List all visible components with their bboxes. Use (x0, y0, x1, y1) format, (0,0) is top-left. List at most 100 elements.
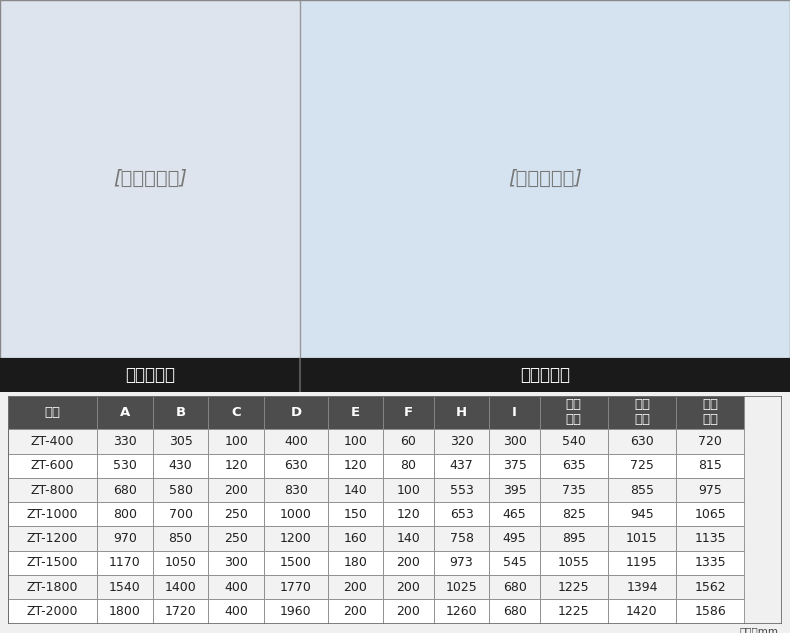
Text: 120: 120 (344, 460, 367, 472)
Text: 330: 330 (113, 435, 137, 448)
Bar (540, 527, 608, 551)
Bar (490, 502, 540, 527)
Bar (209, 454, 264, 478)
Text: 200: 200 (397, 605, 420, 618)
Text: 1500: 1500 (280, 556, 312, 569)
Bar (209, 396, 264, 429)
Bar (8, 478, 97, 502)
Text: 200: 200 (224, 484, 248, 496)
Bar (490, 599, 540, 624)
Text: F: F (404, 406, 413, 419)
Bar (264, 429, 328, 454)
Text: 320: 320 (450, 435, 473, 448)
Bar (152, 527, 209, 551)
Bar (264, 396, 328, 429)
Text: 895: 895 (562, 532, 585, 545)
Bar (300, 0, 790, 358)
Bar (383, 429, 434, 454)
Text: 970: 970 (113, 532, 137, 545)
Text: 一般结构图: 一般结构图 (520, 366, 570, 384)
Text: 100: 100 (224, 435, 248, 448)
Bar (0, 0, 300, 358)
Bar (608, 599, 676, 624)
Text: ZT-1200: ZT-1200 (27, 532, 78, 545)
Text: 553: 553 (450, 484, 473, 496)
Text: 300: 300 (502, 435, 527, 448)
Text: 1200: 1200 (280, 532, 312, 545)
Bar (383, 396, 434, 429)
Bar (152, 575, 209, 599)
Bar (608, 551, 676, 575)
Bar (383, 454, 434, 478)
Bar (97, 551, 152, 575)
Bar (434, 502, 490, 527)
Bar (8, 502, 97, 527)
Bar (264, 551, 328, 575)
Bar (152, 396, 209, 429)
Bar (264, 502, 328, 527)
Bar (264, 478, 328, 502)
Text: 1960: 1960 (280, 605, 312, 618)
Bar (209, 599, 264, 624)
Text: 825: 825 (562, 508, 585, 521)
Text: 975: 975 (698, 484, 722, 496)
Text: 400: 400 (284, 435, 308, 448)
Text: 三层
高度: 三层 高度 (702, 399, 718, 427)
Text: 200: 200 (344, 580, 367, 594)
Text: 1015: 1015 (626, 532, 658, 545)
Bar (328, 527, 383, 551)
Bar (8, 527, 97, 551)
Text: 1065: 1065 (694, 508, 726, 521)
Text: 外形尺寸图: 外形尺寸图 (125, 366, 175, 384)
Text: 720: 720 (698, 435, 722, 448)
Bar (152, 502, 209, 527)
Bar (8, 454, 97, 478)
Text: 一层
高度: 一层 高度 (566, 399, 582, 427)
Bar (540, 599, 608, 624)
Bar (490, 396, 540, 429)
Text: 300: 300 (224, 556, 248, 569)
Bar (97, 575, 152, 599)
Text: ZT-1800: ZT-1800 (27, 580, 78, 594)
Text: 545: 545 (502, 556, 527, 569)
Bar (152, 429, 209, 454)
Bar (152, 454, 209, 478)
Text: 1562: 1562 (694, 580, 726, 594)
Text: [外形尺寸图]: [外形尺寸图] (113, 169, 187, 189)
Bar (97, 429, 152, 454)
Text: 1400: 1400 (164, 580, 197, 594)
Bar (490, 527, 540, 551)
Text: 型号: 型号 (44, 406, 60, 419)
Text: 580: 580 (168, 484, 193, 496)
Text: C: C (231, 406, 241, 419)
Text: 150: 150 (344, 508, 367, 521)
Bar (676, 429, 744, 454)
Text: 1540: 1540 (109, 580, 141, 594)
Text: 430: 430 (169, 460, 193, 472)
Text: 180: 180 (344, 556, 367, 569)
Text: 1050: 1050 (164, 556, 197, 569)
Bar (490, 454, 540, 478)
Bar (608, 454, 676, 478)
Bar (209, 527, 264, 551)
Bar (540, 429, 608, 454)
Bar (490, 551, 540, 575)
Bar (676, 527, 744, 551)
Bar (8, 551, 97, 575)
Bar (608, 478, 676, 502)
Text: 单位：mm: 单位：mm (739, 627, 778, 633)
Bar (300, 358, 790, 392)
Text: 1586: 1586 (694, 605, 726, 618)
Text: 100: 100 (344, 435, 367, 448)
Text: E: E (351, 406, 360, 419)
Text: 530: 530 (113, 460, 137, 472)
Text: 1720: 1720 (164, 605, 197, 618)
Text: 700: 700 (168, 508, 193, 521)
Text: 725: 725 (630, 460, 654, 472)
Bar (264, 527, 328, 551)
Bar (540, 502, 608, 527)
Bar (434, 478, 490, 502)
Text: 1394: 1394 (626, 580, 658, 594)
Text: 200: 200 (397, 580, 420, 594)
Text: 120: 120 (224, 460, 248, 472)
